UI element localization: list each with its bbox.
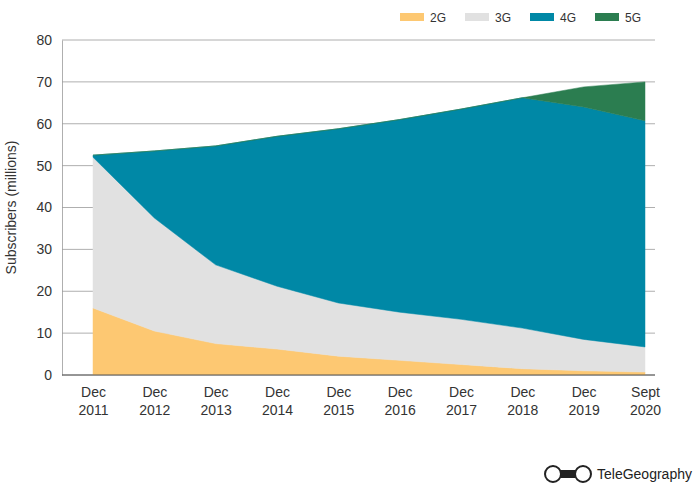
x-axis-line	[62, 375, 655, 376]
x-tick: Dec2014	[262, 375, 293, 418]
x-tick: Dec2016	[385, 375, 416, 418]
x-tick-label: Sept2020	[630, 384, 661, 418]
x-tick: Sept2020	[630, 375, 661, 418]
x-axis: Dec2011 Dec2012 Dec2013 Dec2014 Dec2015 Dec20…	[62, 375, 661, 418]
x-tick-label: Dec2012	[139, 384, 170, 418]
legend-label: 2G	[430, 11, 446, 25]
y-tick-label: 20	[36, 283, 52, 299]
legend-label: 5G	[625, 11, 641, 25]
credit-text: TeleGeography	[597, 466, 692, 482]
x-tick: Dec2015	[323, 375, 354, 418]
chart: 01020304050607080Dec2011Dec2012Dec2013De…	[0, 0, 700, 500]
x-tick: Dec2011	[78, 375, 108, 418]
y-tick: 20	[36, 283, 62, 299]
grid-line	[62, 40, 655, 41]
y-tick: 50	[36, 158, 62, 174]
y-tick: 10	[36, 325, 62, 341]
credit: TeleGeography	[545, 466, 692, 482]
legend-item: 3G	[465, 11, 511, 25]
x-tick-label: Dec2018	[507, 384, 538, 418]
area-2	[93, 98, 645, 347]
y-tick: 80	[36, 32, 62, 48]
x-tick: Dec2013	[201, 375, 232, 418]
grid-line	[62, 81, 655, 82]
plot-area	[93, 82, 645, 375]
y-tick: 70	[36, 74, 62, 90]
x-tick-label: Dec2015	[323, 384, 354, 418]
legend-item: 4G	[530, 11, 576, 25]
y-tick-label: 70	[36, 74, 52, 90]
x-tick-label: Dec2014	[262, 384, 293, 418]
y-axis-title: Subscribers (millions)	[3, 141, 19, 275]
y-tick-label: 60	[36, 116, 52, 132]
y-tick-label: 30	[36, 241, 52, 257]
y-tick: 0	[44, 367, 62, 383]
y-tick: 40	[36, 199, 62, 215]
x-tick-label: Dec2019	[569, 384, 600, 418]
x-tick-label: Dec2017	[446, 384, 477, 418]
logo-cable	[561, 470, 575, 478]
legend-item: 5G	[595, 11, 641, 25]
logo-globe	[575, 466, 591, 482]
y-tick-label: 0	[44, 367, 52, 383]
y-tick-label: 80	[36, 32, 52, 48]
x-tick-label: Dec2013	[201, 384, 232, 418]
y-tick-label: 10	[36, 325, 52, 341]
legend-swatch	[465, 13, 489, 21]
legend-label: 3G	[495, 11, 511, 25]
legend-swatch	[400, 13, 424, 21]
y-tick: 60	[36, 116, 62, 132]
x-tick: Dec2019	[569, 375, 600, 418]
x-tick: Dec2017	[446, 375, 477, 418]
x-tick: Dec2012	[139, 375, 170, 418]
x-tick: Dec2018	[507, 375, 538, 418]
area-3	[93, 82, 645, 155]
grid-line	[62, 375, 655, 376]
legend-swatch	[595, 13, 619, 21]
legend-swatch	[530, 13, 554, 21]
y-tick-label: 40	[36, 199, 52, 215]
grid	[62, 40, 655, 375]
x-tick-label: Dec2011	[78, 384, 108, 418]
y-axis: 0 10 20 30 40 50 60 70 80	[36, 32, 62, 383]
legend-item: 2G	[400, 11, 446, 25]
legend-label: 4G	[560, 11, 576, 25]
y-tick-label: 50	[36, 158, 52, 174]
x-tick-label: Dec2016	[385, 384, 416, 418]
y-axis-line	[62, 41, 63, 376]
y-tick: 30	[36, 241, 62, 257]
legend: 2G 3G 4G 5G	[400, 11, 641, 25]
logo-globe	[545, 466, 561, 482]
